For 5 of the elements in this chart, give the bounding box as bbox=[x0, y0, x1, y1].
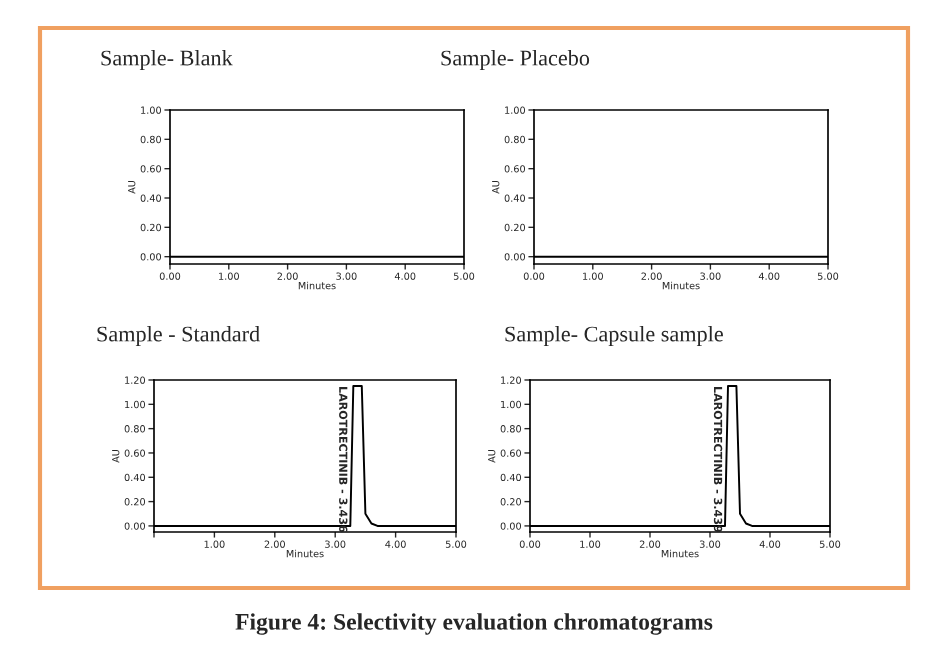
chart-title: Sample - Standard bbox=[97, 325, 260, 347]
chart-title: Sample- Capsule sample bbox=[505, 325, 723, 347]
chart-title: Sample- Blank bbox=[101, 49, 233, 71]
caption: Figure 4: Selectivity evaluation chromatograms bbox=[235, 613, 713, 635]
chart-title: Sample- Placebo bbox=[441, 49, 590, 71]
